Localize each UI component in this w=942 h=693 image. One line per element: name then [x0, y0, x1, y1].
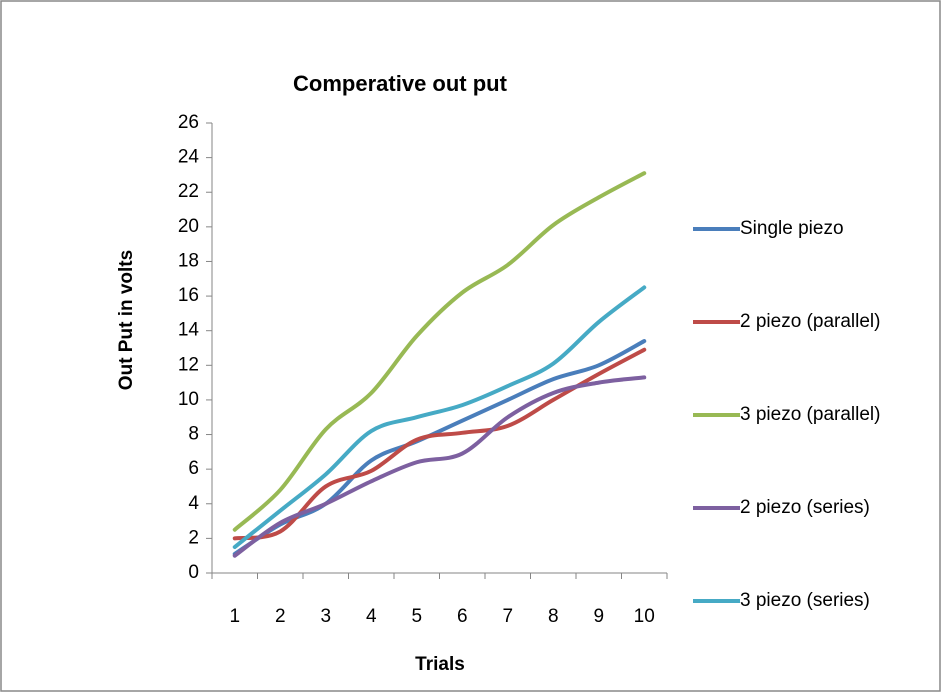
x-tick-label: 6: [457, 606, 468, 627]
y-tick-label: 4: [188, 493, 199, 514]
x-tick-label: 7: [502, 606, 513, 627]
x-tick-label: 10: [634, 606, 655, 627]
y-tick-label: 12: [178, 354, 199, 375]
y-tick-label: 6: [188, 458, 199, 479]
legend-label: Single piezo: [740, 218, 844, 239]
series-line: [232, 285, 647, 550]
y-tick-label: 8: [188, 424, 199, 445]
y-tick-label: 18: [178, 250, 199, 271]
x-tick-label: 5: [411, 606, 422, 627]
series-line: [232, 375, 647, 558]
y-tick-label: 20: [178, 216, 199, 237]
x-tick-label: 4: [366, 606, 377, 627]
y-tick-label: 22: [178, 181, 199, 202]
x-tick-label: 9: [593, 606, 604, 627]
y-tick-label: 26: [178, 112, 199, 133]
series-line: [232, 171, 647, 532]
x-tick-label: 2: [275, 606, 286, 627]
y-tick-label: 10: [178, 389, 199, 410]
chart-title: Comperative out put: [293, 71, 508, 96]
x-tick-label: 3: [320, 606, 331, 627]
legend-label: 3 piezo (series): [740, 590, 870, 611]
series-line: [232, 339, 647, 556]
x-axis-label: Trials: [415, 654, 465, 675]
legend-label: 3 piezo (parallel): [740, 404, 880, 425]
x-tick-label: 8: [548, 606, 559, 627]
y-tick-label: 14: [178, 320, 200, 341]
y-axis-label: Out Put in volts: [116, 250, 137, 390]
y-tick-label: 2: [188, 527, 199, 548]
legend-label: 2 piezo (parallel): [740, 311, 880, 332]
y-tick-label: 16: [178, 285, 199, 306]
y-tick-label: 24: [178, 147, 200, 168]
x-tick-label: 1: [229, 606, 240, 627]
y-tick-label: 0: [188, 562, 199, 583]
legend-label: 2 piezo (series): [740, 497, 870, 518]
